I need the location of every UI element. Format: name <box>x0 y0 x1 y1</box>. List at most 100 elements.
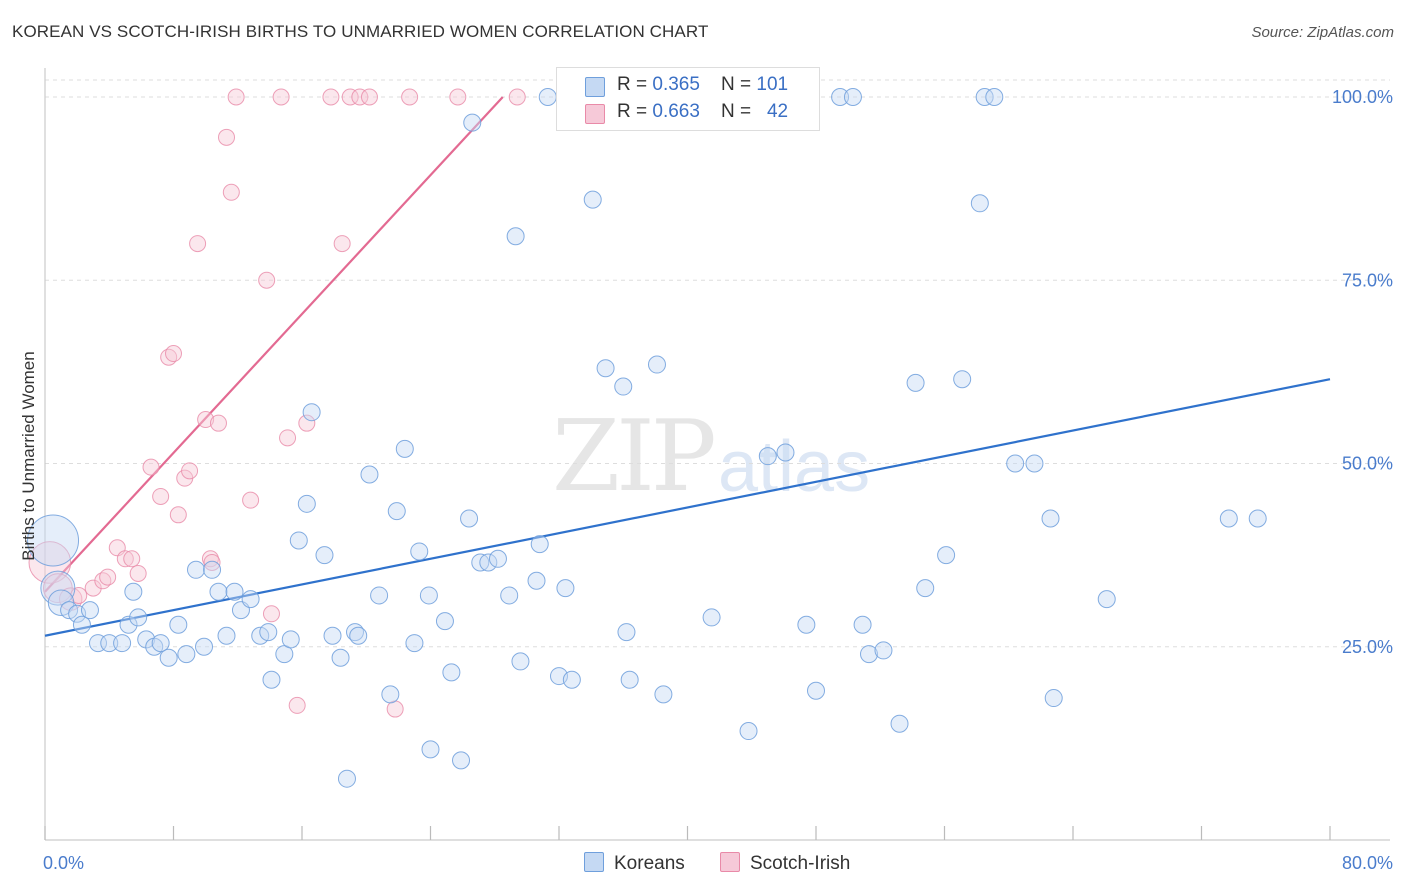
legend-box: R = 0.365 N = 101 R = 0.663 N = 42 <box>556 67 820 131</box>
korean-point <box>370 586 389 605</box>
korean-point <box>1248 509 1267 528</box>
scotch-irish-point <box>203 553 221 571</box>
korean-point <box>410 542 429 561</box>
korean-point <box>159 648 178 667</box>
scotch-irish-point <box>333 235 351 253</box>
korean-point <box>556 579 575 598</box>
scotch-irish-point <box>218 128 236 146</box>
scotch-irish-point <box>169 506 187 524</box>
scotch-irish-point <box>189 235 207 253</box>
korean-point <box>337 769 356 788</box>
korean-point <box>985 88 1004 106</box>
korean-point <box>151 634 170 653</box>
scotch-irish-point <box>298 414 316 432</box>
korean-point <box>315 546 334 565</box>
scotch-irish-point <box>227 88 245 106</box>
bottom-legend-swatch-scotch-irish <box>720 852 740 872</box>
bottom-legend-koreans: Koreans <box>584 852 685 875</box>
legend-swatch-scotch-irish <box>585 104 605 124</box>
korean-point <box>1025 454 1044 473</box>
y-tick-label: 25.0% <box>1342 637 1393 657</box>
scotch-irish-point <box>360 88 378 106</box>
korean-point <box>262 670 281 689</box>
tick-labels: 25.0% 50.0% 75.0% 100.0% 0.0% 80.0% <box>43 87 1393 873</box>
y-tick-label: 50.0% <box>1342 454 1393 474</box>
scotch-irish-point <box>386 700 404 718</box>
korean-point <box>124 582 143 601</box>
korean-point <box>506 227 525 246</box>
scotch-irish-point <box>165 345 182 363</box>
korean-point <box>1006 454 1025 473</box>
korean-point <box>488 549 507 568</box>
trend-lines <box>44 96 1331 637</box>
y-tick-label: 75.0% <box>1342 270 1393 290</box>
scotch-irish-point <box>123 550 141 568</box>
scotch-irish-point <box>152 487 170 505</box>
korean-point <box>596 359 615 378</box>
korean-point <box>225 582 244 601</box>
scotch-irish-point <box>272 88 290 106</box>
korean-point <box>452 751 471 770</box>
korean-point <box>916 579 935 598</box>
scotch-irish-point <box>28 541 72 584</box>
scotch-irish-point <box>116 550 134 568</box>
y-axis-label: Births to Unmarried Women <box>19 351 38 560</box>
scotch-irish-point <box>341 88 359 106</box>
watermark-zip: ZIP <box>552 400 717 514</box>
korean-point <box>195 637 214 656</box>
korean-point <box>302 403 321 422</box>
korean-point <box>937 546 956 565</box>
korean-point <box>387 502 406 521</box>
scotch-irish-point <box>262 605 280 623</box>
korean-point <box>241 590 260 609</box>
korean-point <box>119 615 138 634</box>
korean-point <box>739 722 758 741</box>
korean-point <box>620 670 639 689</box>
korean-point <box>360 465 379 484</box>
korean-point <box>113 634 132 653</box>
korean-point <box>511 652 530 671</box>
korean-point <box>1219 509 1238 528</box>
y-tick-label: 100.0% <box>1332 87 1393 107</box>
korean-point <box>853 615 872 634</box>
legend-stats-koreans: R = 0.365 N = 101 <box>617 74 789 95</box>
korean-point <box>530 535 549 554</box>
bottom-legend-scotch-irish: Scotch-Irish <box>720 852 850 875</box>
korean-point <box>953 370 972 389</box>
korean-point <box>583 190 602 209</box>
scotch-irish-point <box>222 183 240 201</box>
scotch-irish-point <box>288 696 306 714</box>
legend-swatch-koreans <box>585 77 605 97</box>
korean-point <box>281 630 300 649</box>
korean-point <box>80 601 99 620</box>
korean-point <box>975 88 994 106</box>
scotch-irish-point <box>258 271 276 289</box>
koreans-points <box>27 88 1267 788</box>
korean-point <box>776 443 795 462</box>
scotch-irish-point <box>129 564 147 582</box>
korean-point <box>186 560 205 579</box>
scotch-irish-point <box>508 88 526 106</box>
scotch-irish-point <box>181 462 199 480</box>
korean-point <box>874 641 893 660</box>
korean-point <box>435 612 454 631</box>
korean-point <box>479 553 498 572</box>
korean-point <box>381 685 400 704</box>
korean-point <box>797 615 816 634</box>
bottom-legend-swatch-koreans <box>584 852 604 872</box>
korean-point <box>614 377 633 396</box>
korean-point <box>654 685 673 704</box>
korean-point <box>297 494 316 513</box>
scotch-irish-point <box>322 88 340 106</box>
korean-point <box>395 439 414 458</box>
korean-point <box>1097 590 1116 609</box>
watermark-atlas: atlas <box>718 427 871 507</box>
x-tick-label: 0.0% <box>43 853 84 873</box>
korean-point <box>100 634 119 653</box>
gridlines <box>45 79 1390 648</box>
korean-point <box>562 670 581 689</box>
scotch-irish-point <box>242 491 260 509</box>
korean-point <box>209 582 228 601</box>
korean-point <box>617 623 636 642</box>
